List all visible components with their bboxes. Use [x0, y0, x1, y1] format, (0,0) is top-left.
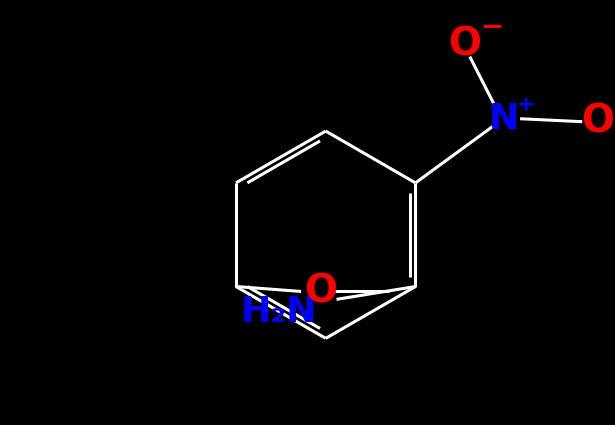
Text: −: − [481, 13, 504, 41]
Text: N: N [489, 102, 520, 136]
Text: O: O [448, 26, 482, 64]
Text: +: + [517, 95, 535, 115]
Text: H₂N: H₂N [240, 295, 317, 329]
Text: O: O [304, 272, 338, 310]
Text: O: O [582, 103, 614, 141]
